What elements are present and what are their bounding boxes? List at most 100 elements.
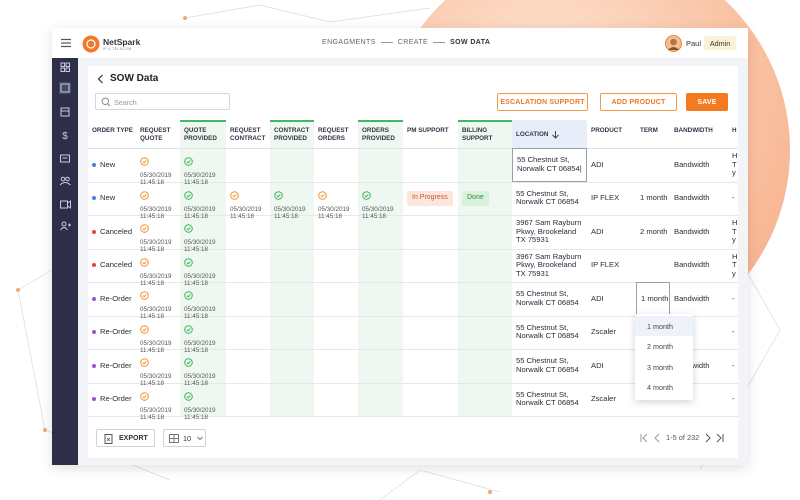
product-cell[interactable]: Zscaler bbox=[591, 394, 616, 403]
column-header: ORDERS PROVIDED bbox=[362, 127, 395, 142]
step-date: 05/30/2019 bbox=[184, 205, 216, 213]
breadcrumb-current: SOW DATA bbox=[450, 39, 491, 46]
step-time: 11:45:18 bbox=[184, 212, 209, 220]
user-avatar[interactable] bbox=[665, 35, 682, 52]
step-cell: 05/30/2019 11:45:18 bbox=[180, 148, 226, 186]
status-check-icon bbox=[184, 324, 193, 334]
term-cell[interactable]: 1 month bbox=[636, 282, 670, 316]
step-cell: 05/30/2019 11:45:18 bbox=[136, 249, 180, 287]
column-header: ORDER TYPE bbox=[92, 127, 133, 134]
column-header[interactable]: PRODUCT bbox=[591, 127, 623, 134]
order-type: Re-Order bbox=[100, 327, 132, 336]
step-time: 11:45:18 bbox=[184, 246, 209, 253]
dropdown-option[interactable]: 1 month bbox=[635, 315, 693, 337]
extra-cell: H Ty bbox=[732, 151, 738, 177]
role-badge: Admin bbox=[704, 36, 736, 50]
location-cell[interactable]: 55 Chestnut St, Norwalk CT 06854 bbox=[516, 356, 579, 374]
dropdown-option[interactable]: 2 month bbox=[647, 342, 673, 352]
header-border bbox=[88, 148, 738, 149]
location-cell[interactable]: 3967 Sam Rayburn Pkwy, Brookeland TX 759… bbox=[516, 218, 582, 244]
term-cell[interactable]: 1 month bbox=[640, 193, 668, 202]
step-cell: 05/30/2019 11:45:18 bbox=[136, 349, 180, 387]
status-check-icon bbox=[184, 190, 193, 200]
page-title: SOW Data bbox=[110, 73, 159, 84]
provided-column-bg bbox=[458, 120, 512, 416]
product-cell[interactable]: ADI bbox=[591, 293, 604, 303]
step-time: 11:45:18 bbox=[184, 380, 209, 387]
column-header[interactable]: LOCATION bbox=[512, 120, 587, 148]
sow-table: ORDER TYPE REQUEST QUOTE QUOTE PROVIDED REQ… bbox=[88, 66, 738, 458]
status-check-icon bbox=[140, 324, 149, 334]
bandwidth-cell[interactable]: Bandwidth bbox=[674, 226, 710, 236]
step-cell: 05/30/2019 11:45:18 bbox=[136, 148, 180, 186]
step-time: 11:45:18 bbox=[318, 212, 343, 220]
product-cell[interactable]: Zscaler bbox=[591, 327, 616, 336]
dropdown-option[interactable]: 4 month bbox=[647, 383, 673, 393]
step-cell: 05/30/2019 11:45:18 bbox=[180, 215, 226, 253]
bandwidth-cell[interactable]: Bandwidth bbox=[674, 159, 710, 169]
step-date: 05/30/2019 bbox=[140, 339, 172, 347]
column-header: REQUEST QUOTE bbox=[140, 127, 171, 142]
location-cell[interactable]: 55 Chestnut St, Norwalk CT 06854 bbox=[516, 188, 579, 207]
status-dot bbox=[92, 263, 96, 268]
term-cell[interactable]: 2 month bbox=[640, 226, 668, 236]
step-cell: 05/30/2019 11:45:18 bbox=[270, 182, 314, 220]
step-time: 11:45:18 bbox=[140, 413, 165, 421]
location-cell[interactable]: 55 Chestnut St, Norwalk CT 06854 bbox=[516, 289, 579, 307]
location-cell[interactable]: 3967 Sam Rayburn Pkwy, Brookeland TX 759… bbox=[516, 251, 582, 278]
step-date: 05/30/2019 bbox=[140, 172, 172, 179]
step-date: 05/30/2019 bbox=[140, 406, 172, 414]
product-cell[interactable]: ADI bbox=[591, 226, 604, 236]
brand-name: NetSpark bbox=[103, 37, 141, 47]
product-cell[interactable]: ADI bbox=[591, 159, 604, 169]
step-cell: 05/30/2019 11:45:18 bbox=[136, 316, 180, 354]
bandwidth-cell[interactable]: Bandwidth bbox=[674, 260, 710, 269]
column-header[interactable]: BANDWIDTH bbox=[674, 127, 713, 134]
escalation-support-button[interactable]: ESCALATION SUPPORT bbox=[497, 93, 588, 111]
status-check-icon bbox=[318, 190, 327, 200]
order-type-cell: Re-Order bbox=[88, 282, 136, 316]
status-check-icon bbox=[184, 157, 193, 166]
status-check-icon bbox=[274, 190, 283, 200]
sort-icon[interactable] bbox=[551, 130, 560, 139]
save-button[interactable]: SAVE bbox=[686, 93, 728, 111]
location-cell[interactable]: 55 Chestnut St, Norwalk CT 06854 bbox=[516, 389, 579, 408]
bandwidth-cell[interactable]: Bandwidth bbox=[674, 293, 710, 303]
location-cell[interactable]: 55 Chestnut St, Norwalk CT 06854 bbox=[516, 322, 579, 341]
order-type: Re-Order bbox=[100, 293, 132, 303]
column-header[interactable]: H TY bbox=[732, 127, 738, 134]
product-cell[interactable]: IP FLEX bbox=[591, 193, 620, 202]
breadcrumb-item[interactable]: CREATE bbox=[397, 39, 429, 46]
add-product-button[interactable]: ADD PRODUCT bbox=[600, 93, 677, 111]
order-type-cell: Re-Order bbox=[88, 349, 136, 383]
menu-button[interactable] bbox=[60, 38, 72, 48]
back-button[interactable] bbox=[97, 74, 105, 84]
export-button[interactable]: EXPORT bbox=[96, 429, 155, 447]
page-size-select[interactable]: 10 bbox=[163, 429, 206, 447]
step-cell: 05/30/2019 11:45:18 bbox=[180, 316, 226, 354]
pagination-next[interactable] bbox=[702, 432, 728, 444]
status-dot bbox=[92, 363, 96, 368]
breadcrumb-item[interactable]: ENGAGMENTS bbox=[322, 39, 376, 46]
column-header: BILLING SUPPORT bbox=[462, 127, 493, 142]
status-check-icon bbox=[140, 291, 149, 300]
column-header: REQUEST ORDERS bbox=[318, 127, 349, 142]
status-dot bbox=[92, 162, 96, 167]
product-cell[interactable]: IP FLEX bbox=[591, 260, 620, 269]
search-input[interactable]: Search bbox=[95, 93, 230, 110]
product-cell[interactable]: ADI bbox=[591, 360, 604, 370]
location-cell[interactable]: 55 Chestnut St, Norwalk CT 06854| bbox=[512, 148, 587, 182]
column-header[interactable]: TERM bbox=[640, 127, 658, 134]
extra-cell: - bbox=[732, 293, 735, 303]
step-date: 05/30/2019 bbox=[318, 205, 350, 213]
status-check-icon bbox=[184, 391, 193, 401]
row-border bbox=[88, 181, 738, 183]
dropdown-option[interactable]: 3 month bbox=[647, 362, 673, 372]
pagination-prev[interactable] bbox=[638, 432, 666, 444]
row-border bbox=[88, 416, 738, 417]
order-type-cell: Canceled bbox=[88, 249, 136, 283]
status-dot bbox=[92, 296, 96, 301]
bandwidth-cell[interactable]: Bandwidth bbox=[674, 193, 710, 202]
step-time: 11:45:18 bbox=[184, 313, 209, 320]
breadcrumb-separator bbox=[433, 42, 446, 43]
